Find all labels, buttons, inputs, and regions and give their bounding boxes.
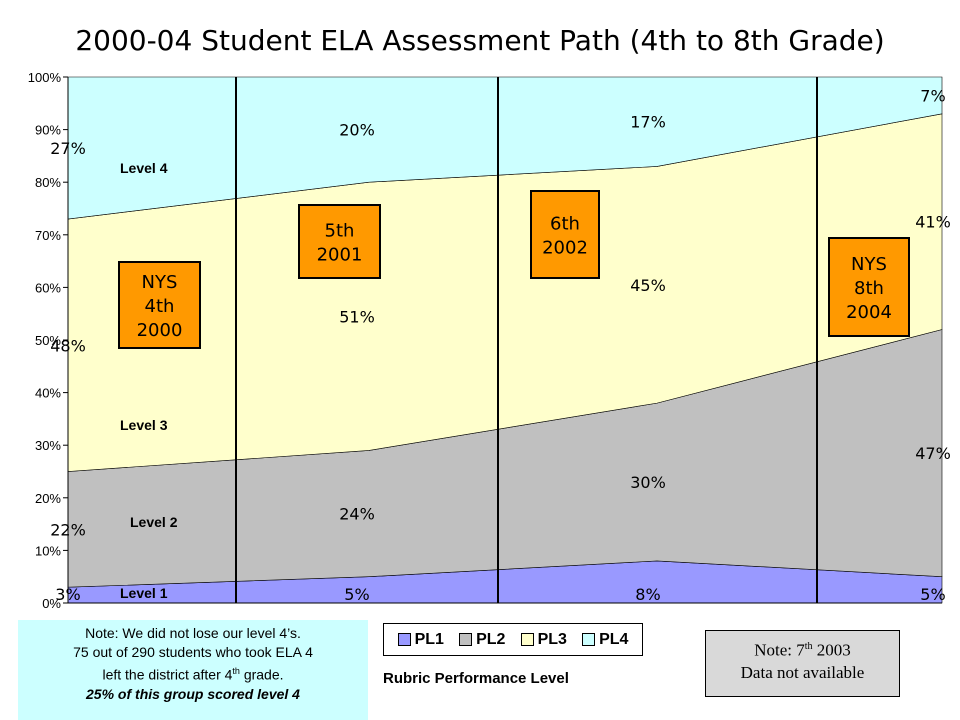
year-dividers <box>235 77 818 603</box>
level-label: Level 4 <box>120 160 168 176</box>
data-label-pl2: 30% <box>630 473 666 492</box>
level-label: Level 3 <box>120 417 168 433</box>
annotations: 3% 5% 8% 5% 22% 24% 30% 47% 48% 51% 45% 41% 27% 20% 17… <box>50 86 951 604</box>
grade-box-label: 6th <box>550 214 580 235</box>
data-label-pl4: 27% <box>50 139 86 158</box>
legend-item-pl3: PL3 <box>520 631 567 649</box>
grade-box-label: 2001 <box>317 245 363 266</box>
note-right-line-2: Data not available <box>740 662 865 682</box>
note-lost-level4: Note: We did not lose our level 4’s. 75 … <box>18 620 368 720</box>
y-tick-label: 70% <box>35 228 61 243</box>
y-tick-label: 30% <box>35 438 61 453</box>
legend-item-pl4: PL4 <box>582 631 628 649</box>
y-tick-label: 10% <box>35 543 61 558</box>
grade-box-label: 2004 <box>846 302 892 323</box>
grade-box-label: NYS <box>142 272 178 293</box>
note-left-line-1: Note: We did not lose our level 4’s. <box>85 625 301 641</box>
data-label-pl4: 17% <box>630 113 666 132</box>
grade-box-label: 2000 <box>137 320 183 341</box>
legend-swatch-pl2 <box>459 633 473 646</box>
chart-title: 2000-04 Student ELA Assessment Path (4th… <box>75 24 885 57</box>
grade-box <box>828 237 910 337</box>
note-left-line-3: left the district after 4th grade. <box>102 666 284 683</box>
grade-box-label: 4th <box>145 296 175 317</box>
y-tick-label: 50% <box>35 333 61 348</box>
note-left-line-2: 75 out of 290 students who took ELA 4 <box>73 644 313 660</box>
legend-item-pl2: PL2 <box>459 631 505 649</box>
data-label-pl3: 45% <box>630 276 666 295</box>
data-label-pl3: 51% <box>339 307 375 326</box>
legend-item-pl1: PL1 <box>397 631 444 649</box>
data-label-pl2: 47% <box>915 444 951 463</box>
data-label-pl1: 5% <box>344 585 369 604</box>
note-right-line-1: Note: 7th 2003 <box>754 640 851 660</box>
data-label-pl2: 22% <box>50 520 86 539</box>
grade-box-label: 8th <box>854 278 884 299</box>
legend-title: Rubric Performance Level <box>383 670 569 687</box>
y-axis: 0% 10% 20% 30% 40% 50% 60% 70% 80% 90% 100% <box>28 70 942 611</box>
area-layers <box>67 76 943 604</box>
grade-box <box>298 204 381 279</box>
y-tick-label: 60% <box>35 280 61 295</box>
chart-legend: PL1 PL2 PL3 PL4 <box>383 623 643 656</box>
data-label-pl1: 8% <box>635 585 660 604</box>
grade-box-label: 2002 <box>542 238 588 259</box>
data-label-pl1: 3% <box>55 585 80 604</box>
grade-box-label: 5th <box>325 221 355 242</box>
level-label: Level 2 <box>130 514 178 530</box>
note-left-line-4: 25% of this group scored level 4 <box>86 685 300 702</box>
data-label-pl2: 24% <box>339 505 375 524</box>
legend-swatch-pl3 <box>520 633 534 646</box>
area-pl4 <box>67 76 943 220</box>
data-label-pl4: 7% <box>920 86 945 105</box>
y-tick-label: 90% <box>35 123 61 138</box>
data-label-pl3: 48% <box>50 336 86 355</box>
y-tick-label: 80% <box>35 175 61 190</box>
data-label-pl1: 5% <box>920 585 945 604</box>
data-label-pl4: 20% <box>339 121 375 140</box>
note-7th-unavailable: Note: 7th 2003 Data not available <box>705 630 900 697</box>
grade-box <box>118 261 201 349</box>
data-label-pl3: 41% <box>915 213 951 232</box>
grade-box <box>530 190 600 279</box>
chart-plot: 0% 10% 20% 30% 40% 50% 60% 70% 80% 90% 100% 3% 5% 8%… <box>28 70 951 611</box>
level-label: Level 1 <box>120 585 168 601</box>
y-tick-label: 20% <box>35 491 61 506</box>
y-tick-label: 40% <box>35 386 61 401</box>
y-tick-label: 0% <box>42 596 61 611</box>
y-tick-label: 100% <box>28 70 62 85</box>
legend-swatch-pl4 <box>582 633 596 646</box>
grade-box-label: NYS <box>851 254 887 275</box>
legend-swatch-pl1 <box>397 633 411 646</box>
